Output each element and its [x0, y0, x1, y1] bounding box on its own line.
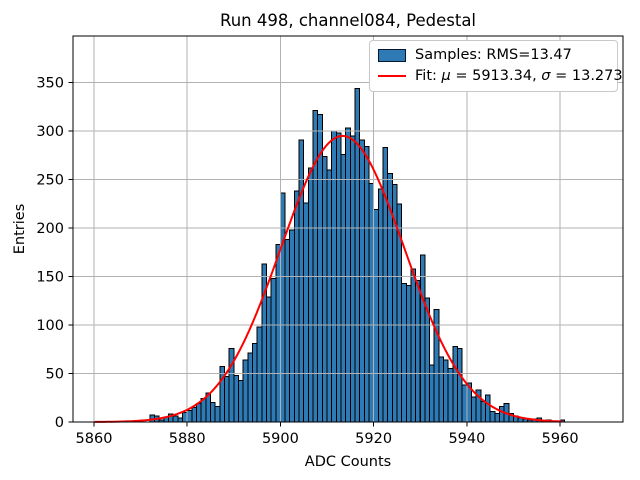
x-tick-label: 5940	[448, 431, 485, 447]
fit-line-swatch-icon	[378, 74, 406, 77]
legend-entry-fit: Fit: μ = 5913.34, σ = 13.273	[378, 66, 623, 86]
histogram-bar	[335, 132, 342, 423]
histogram-bar	[349, 135, 356, 423]
y-tick-label: 300	[36, 124, 64, 140]
x-tick-label: 5900	[262, 431, 299, 447]
histogram-bar	[182, 411, 188, 423]
histogram-bar	[326, 169, 333, 423]
y-axis-label: Entries	[12, 204, 28, 255]
histogram-bar	[289, 229, 295, 423]
histogram-bar	[186, 409, 193, 423]
histogram-bar	[284, 239, 291, 423]
histogram-bar	[489, 410, 496, 423]
histogram-bar	[419, 254, 426, 423]
x-tick-label: 5860	[76, 431, 113, 447]
histogram-bar	[452, 345, 459, 423]
histogram-bar	[237, 379, 244, 423]
histogram-bar	[317, 114, 323, 423]
histogram-bar	[265, 296, 272, 423]
axes-spines	[72, 35, 624, 423]
y-tick-label: 150	[36, 270, 64, 286]
histogram-bar	[363, 146, 370, 423]
x-tick-labels: 5860 5880 5900 5920 5940 5960	[76, 431, 579, 447]
histogram-bar	[196, 403, 202, 423]
legend-label-fit: Fit: μ = 5913.34, σ = 13.273	[415, 67, 623, 84]
y-tick-label: 350	[36, 76, 64, 92]
histogram-bar	[312, 110, 319, 423]
histogram-bar	[214, 405, 221, 423]
y-tick-label: 100	[36, 318, 64, 334]
histogram-bar	[242, 359, 249, 423]
histogram-bar	[415, 279, 421, 423]
tick-marks	[68, 82, 561, 427]
histogram-bar	[494, 412, 500, 423]
histogram-bar	[275, 244, 281, 423]
x-tick-label: 5880	[169, 431, 206, 447]
histogram-bar	[457, 347, 463, 423]
histogram-bars	[149, 87, 566, 423]
y-tick-label: 200	[36, 221, 64, 237]
histogram-bar	[279, 192, 286, 423]
x-axis-label: ADC Counts	[305, 454, 391, 470]
histogram-bar	[233, 374, 239, 423]
legend: Samples: RMS=13.47 Fit: μ = 5913.34, σ =…	[369, 40, 623, 92]
histogram-bar	[410, 268, 417, 423]
histogram-bar	[405, 284, 412, 423]
histogram-bar	[382, 147, 389, 423]
histogram-bar	[377, 188, 384, 423]
histogram-bar	[251, 342, 258, 423]
histogram-bar	[172, 415, 179, 423]
histogram-bar	[424, 297, 431, 423]
histogram-bar	[480, 401, 486, 423]
histogram-bar	[340, 153, 347, 423]
histogram-bar	[210, 402, 216, 423]
histogram-bar	[247, 352, 253, 423]
plot-title: Run 498, channel084, Pedestal	[220, 11, 476, 30]
histogram-bar	[471, 396, 477, 423]
histogram-bar	[307, 167, 314, 423]
y-tick-label: 250	[36, 173, 64, 189]
y-tick-labels: 0 50 100 150 200 250 300 350	[36, 76, 64, 431]
histogram-bar	[368, 182, 375, 423]
histogram-bar	[228, 347, 235, 423]
fit-curve-group	[94, 134, 563, 423]
histogram-bar	[447, 368, 454, 423]
histogram-bar	[200, 398, 207, 423]
histogram-bar	[256, 326, 263, 423]
y-tick-label: 0	[55, 415, 64, 431]
histogram-bar	[270, 277, 277, 423]
histogram-bar	[354, 87, 361, 423]
x-tick-label: 5960	[542, 431, 579, 447]
histogram-bar	[359, 139, 365, 423]
histogram-bar	[177, 417, 184, 423]
legend-entry-samples: Samples: RMS=13.47	[378, 45, 609, 65]
plot-border	[72, 35, 624, 423]
x-tick-label: 5920	[355, 431, 392, 447]
histogram-bar	[461, 384, 468, 423]
histogram-bar	[321, 155, 328, 423]
histogram-bar	[373, 209, 379, 423]
histogram-bar	[298, 139, 305, 423]
histogram-bar	[293, 190, 300, 423]
histogram-bar	[401, 282, 407, 423]
histogram-bar	[191, 406, 198, 423]
histogram-bar	[498, 405, 505, 423]
samples-swatch-icon	[378, 48, 406, 62]
histogram-bar	[223, 375, 230, 423]
histogram-bar	[443, 359, 449, 423]
y-tick-label: 50	[46, 367, 64, 383]
histogram-bar	[345, 127, 351, 423]
histogram-bar	[438, 356, 445, 423]
histogram-bar	[303, 202, 309, 423]
histogram-bar	[485, 394, 491, 423]
fit-curve	[94, 134, 563, 423]
legend-label-samples: Samples: RMS=13.47	[415, 47, 572, 63]
